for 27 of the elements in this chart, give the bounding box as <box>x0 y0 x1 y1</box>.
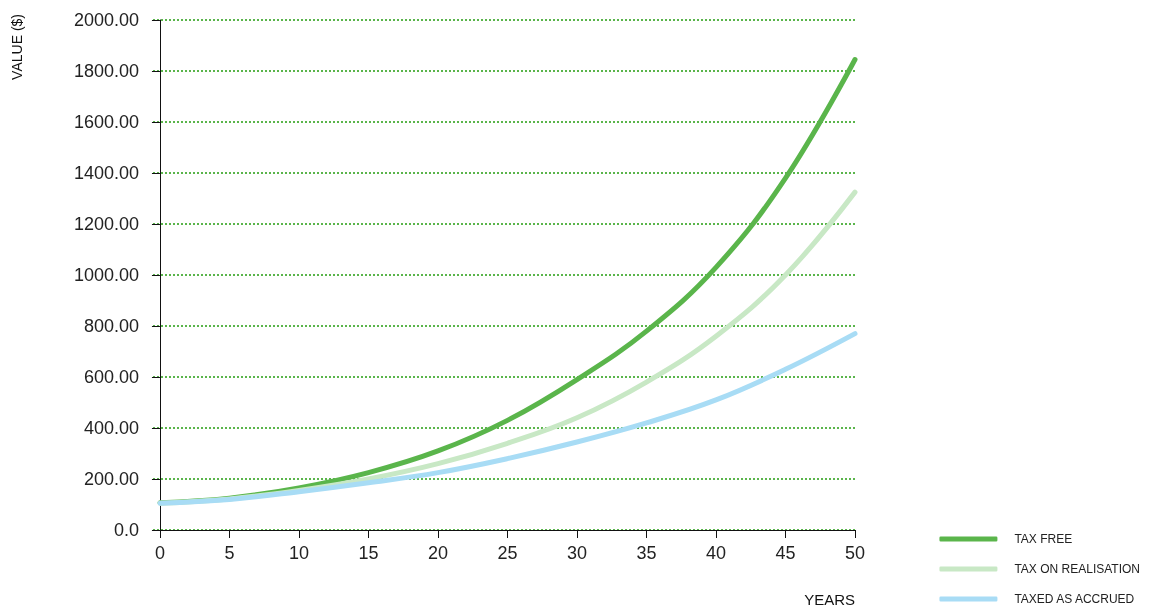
x-tick-label: 0 <box>154 543 165 563</box>
x-tick-label: 45 <box>775 543 796 563</box>
x-tick-label: 10 <box>288 543 309 563</box>
y-tick-label: 400.00 <box>83 418 139 438</box>
y-tick-label: 1400.00 <box>73 163 139 183</box>
y-axis-title: VALUE ($) <box>9 14 25 80</box>
y-tick-label: 1600.00 <box>73 112 139 132</box>
y-tick-label: 1800.00 <box>73 61 139 81</box>
x-tick-label: 5 <box>224 543 235 563</box>
y-tick-label: 1000.00 <box>73 265 139 285</box>
x-tick-label: 25 <box>497 543 518 563</box>
legend-label: TAX FREE <box>1014 532 1073 546</box>
legend-label: TAXED AS ACCRUED <box>1014 592 1135 606</box>
x-axis-title: YEARS <box>804 591 855 608</box>
x-tick-label: 50 <box>844 543 866 563</box>
x-tick-label: 20 <box>427 543 448 563</box>
y-tick-label: 600.00 <box>83 367 139 387</box>
y-tick-label: 800.00 <box>83 316 139 336</box>
y-tick-label: 2000.00 <box>73 10 139 30</box>
y-tick-label: 0.0 <box>113 520 139 540</box>
y-tick-label: 1200.00 <box>73 214 139 234</box>
x-tick-label: 35 <box>636 543 657 563</box>
x-tick-label: 30 <box>566 543 587 563</box>
legend-label: TAX ON REALISATION <box>1014 562 1140 576</box>
y-tick-label: 200.00 <box>83 469 139 489</box>
x-tick-label: 15 <box>358 543 379 563</box>
x-tick-label: 40 <box>705 543 727 563</box>
